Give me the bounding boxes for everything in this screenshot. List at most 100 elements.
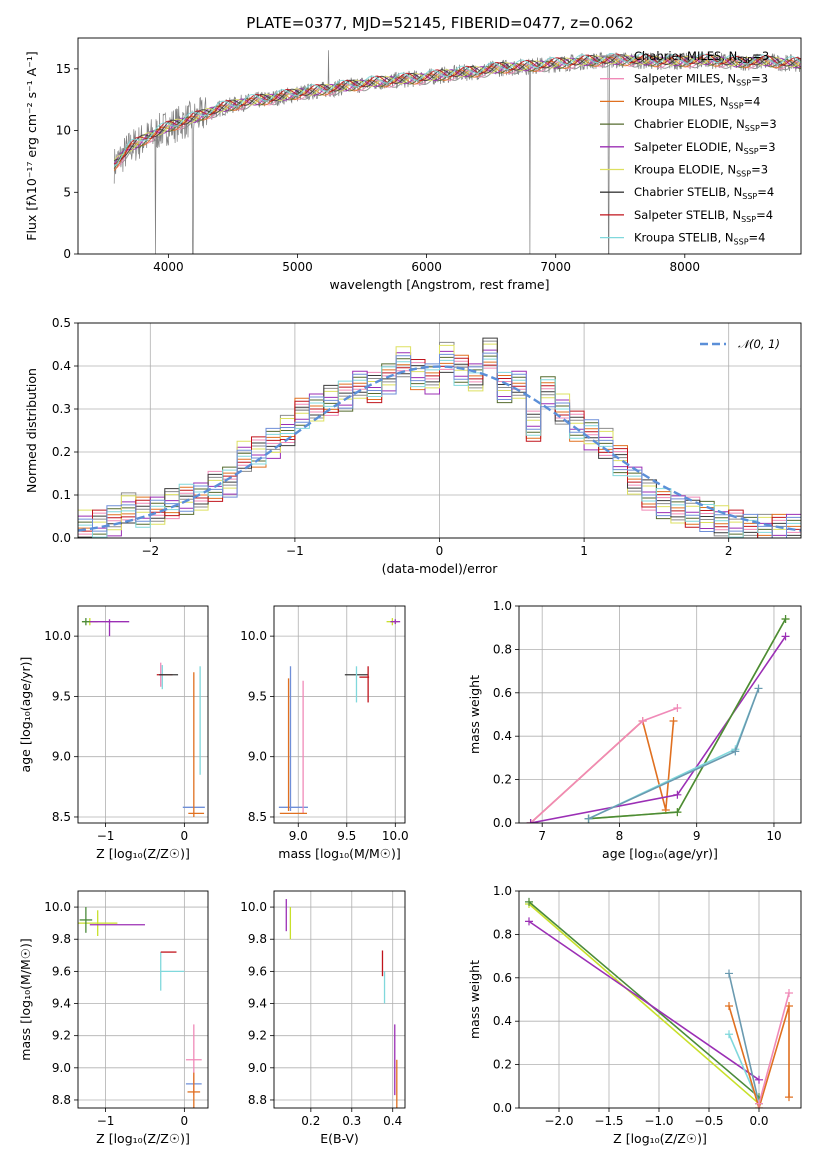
plot-area [526, 615, 790, 823]
y-tick-label: 0.8 [493, 927, 512, 941]
x-tick-label: −1.0 [644, 1114, 673, 1128]
x-axis-label: (data-model)/error [382, 561, 499, 576]
legend-value: =3 [751, 163, 768, 177]
y-tick-label: 10.0 [44, 629, 71, 643]
series-line [588, 618, 787, 820]
histogram-step [78, 352, 801, 538]
y-tick-label: 0.4 [52, 359, 71, 373]
legend-entry: Salpeter STELIB, NSSP=4 [634, 208, 773, 224]
y-tick-label: 10.0 [44, 900, 71, 914]
axes-frame [77, 605, 209, 824]
series-line [728, 1005, 790, 1108]
x-tick-label: 9 [693, 829, 701, 843]
y-tick-label: 9.0 [52, 750, 71, 764]
axes-frame [518, 605, 802, 824]
axes-frame [77, 322, 802, 539]
plot-area [78, 337, 801, 538]
y-axis-label: Flux [fλ10⁻¹⁷ erg cm⁻² s⁻¹ A⁻¹] [24, 51, 39, 240]
legend-entry: Salpeter ELODIE, NSSP=3 [634, 140, 776, 156]
data-point [754, 684, 763, 693]
x-tick-label: −1 [97, 1114, 115, 1128]
model-spectrum-line [113, 54, 801, 161]
model-spectrum-line [113, 52, 801, 167]
x-axis-label: wavelength [Angstrom, rest frame] [329, 277, 549, 292]
series-line [528, 901, 760, 1098]
legend-name: Salpeter ELODIE, N [634, 140, 744, 154]
panel-mass_vs_EBV: 0.2 0.3 0.4 8.8 9.0 9.2 9.4 9.6 9.8 10.0 E(B-V) [240, 890, 406, 1146]
y-axis-label: Normed distribution [24, 368, 39, 493]
x-tick-label: 0.3 [342, 1114, 361, 1128]
y-tick-label: 8.8 [248, 1093, 267, 1107]
x-tick-label: 9.0 [289, 829, 308, 843]
y-tick-label: 9.5 [52, 689, 71, 703]
axes-frame [77, 37, 802, 255]
y-tick-label: 9.2 [52, 1029, 71, 1043]
x-tick-label: 8000 [670, 260, 701, 274]
legend-subscript: SSP [736, 170, 751, 179]
figure-title: PLATE=0377, MJD=52145, FIBERID=0477, z=0… [246, 14, 633, 32]
legend-value: =3 [760, 117, 777, 131]
y-tick-label: 15 [56, 62, 71, 76]
axes-frame [77, 890, 209, 1109]
data-point [725, 1002, 733, 1011]
y-axis-label: mass weight [467, 675, 482, 754]
y-tick-label: 0.0 [493, 1101, 512, 1115]
plot-area [285, 899, 398, 1108]
plot-area [113, 50, 801, 254]
legend-name: Chabrier MILES, N [634, 49, 737, 63]
x-tick-label: −2 [141, 544, 159, 558]
y-tick-label: 9.8 [52, 932, 71, 946]
x-tick-label: −2.0 [544, 1114, 573, 1128]
plot-area [81, 618, 205, 817]
x-tick-label: 6000 [411, 260, 442, 274]
model-spectrum-line [113, 56, 801, 171]
x-axis-label: Z [log₁₀(Z/Z☉)] [96, 1131, 190, 1146]
data-point [673, 808, 682, 817]
y-tick-label: 10.0 [240, 629, 267, 643]
x-tick-label: 0 [181, 829, 189, 843]
data-point [755, 1099, 763, 1108]
y-tick-label: 9.5 [248, 689, 267, 703]
y-tick-label: 0.3 [52, 402, 71, 416]
panel-age_vs_Z: −1 0 8.5 9.0 9.5 10.0 Z [log₁₀(Z/Z☉)] age [log₁… [18, 605, 209, 861]
legend-entry: Kroupa ELODIE, NSSP=3 [634, 163, 768, 179]
data-point [725, 969, 733, 978]
legend-entry: Chabrier STELIB, NSSP=4 [634, 185, 774, 201]
data-point [781, 615, 790, 624]
y-tick-label: 0.6 [493, 686, 512, 700]
x-tick-label: 0.0 [749, 1114, 768, 1128]
x-tick-label: 8 [616, 829, 624, 843]
y-tick-label: 0.2 [493, 1058, 512, 1072]
data-point [673, 703, 682, 712]
legend-entry: Salpeter MILES, NSSP=3 [634, 72, 768, 88]
series-line [588, 618, 787, 820]
panel-mass_vs_Z: −1 0 8.8 9.0 9.2 9.4 9.6 9.8 10.0 Z [log₁₀(Z/Z☉)]… [18, 890, 209, 1146]
x-tick-label: 1 [580, 544, 588, 558]
x-tick-label: 0.4 [383, 1114, 402, 1128]
y-tick-label: 1.0 [493, 599, 512, 613]
gridlines [519, 890, 801, 1109]
legend-subscript: SSP [736, 79, 751, 88]
legend-entry: Kroupa MILES, NSSP=4 [634, 94, 760, 110]
y-tick-label: 9.0 [248, 750, 267, 764]
series-line [528, 903, 760, 1105]
y-tick-label: 0.8 [493, 642, 512, 656]
series-line [758, 992, 790, 1104]
series-line [528, 920, 760, 1081]
x-tick-label: 7000 [540, 260, 571, 274]
legend-subscript: SSP [742, 192, 757, 201]
data-point [755, 1075, 763, 1084]
gridlines [78, 891, 208, 1108]
x-tick-label: 2 [725, 544, 733, 558]
y-tick-label: 0.6 [493, 971, 512, 985]
plot-area [525, 897, 793, 1108]
y-tick-label: 0.0 [493, 816, 512, 830]
y-tick-label: 9.4 [52, 997, 71, 1011]
gridlines [78, 606, 208, 823]
axes-frame [273, 605, 406, 824]
histogram-step [78, 357, 801, 538]
legend-value: =3 [759, 140, 776, 154]
x-tick-label: 7 [538, 829, 546, 843]
axes-frame [273, 890, 406, 1109]
